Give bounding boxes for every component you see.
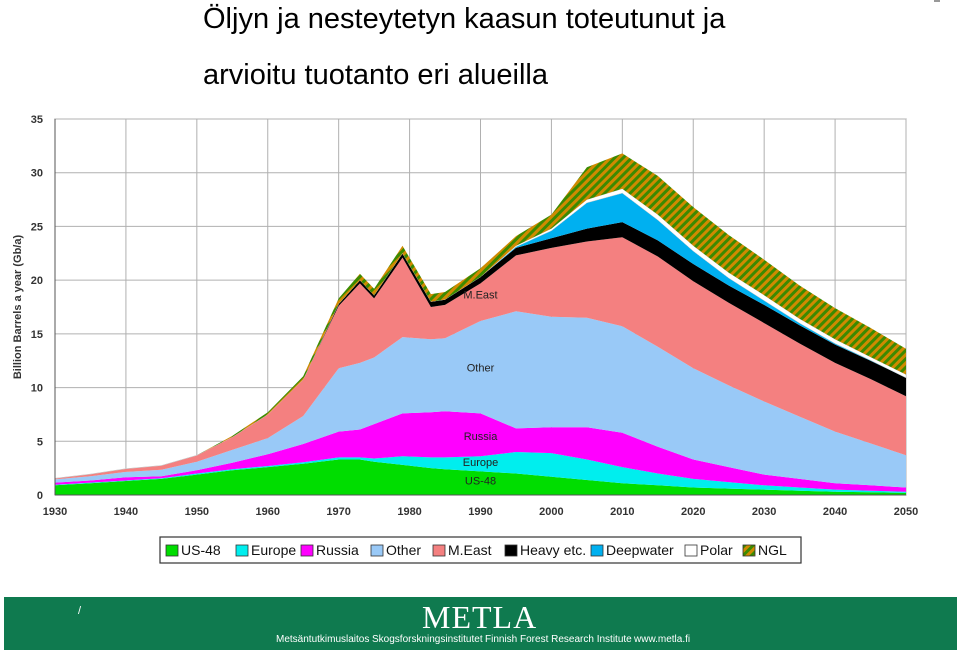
- footer-slash: /: [78, 605, 82, 617]
- x-tick-label: 2000: [539, 506, 563, 518]
- legend-item: Polar: [700, 542, 733, 558]
- legend-swatch: [300, 544, 314, 557]
- y-tick-label: 10: [31, 383, 43, 395]
- x-tick-label: 1970: [326, 506, 350, 518]
- area-m-east: [55, 237, 906, 480]
- legend-item: M.East: [448, 542, 492, 558]
- legend-swatch: [590, 544, 604, 557]
- legend-item: Heavy etc.: [520, 542, 586, 558]
- y-tick-label: 20: [31, 275, 43, 287]
- region-label: Russia: [464, 431, 499, 443]
- y-tick-label: 5: [37, 436, 43, 448]
- metla-logo: METLA: [422, 599, 538, 635]
- area-us-48: [55, 459, 906, 495]
- legend-item: US-48: [181, 542, 221, 558]
- legend-swatch: [504, 544, 518, 557]
- legend-swatch: [165, 544, 179, 557]
- legend-swatch: [370, 544, 384, 557]
- legend-swatch: [235, 544, 249, 557]
- legend-swatch: [432, 544, 446, 557]
- area-other: [55, 311, 906, 488]
- stacked-areas: [54, 153, 907, 495]
- area-europe: [55, 452, 906, 493]
- x-tick-label: 1980: [397, 506, 421, 518]
- x-tick-label: 1950: [185, 506, 209, 518]
- y-tick-label: 30: [31, 168, 43, 180]
- footer-bar: / METLA Metsäntutkimuslaitos Skogsforskn…: [4, 597, 957, 650]
- area-polar: [54, 188, 907, 479]
- legend-swatch: [742, 544, 756, 557]
- legend: US-48 Europe Russia Other M.East Heavy etc. De…: [159, 536, 802, 564]
- legend-swatch: [684, 544, 698, 557]
- region-label: US-48: [465, 475, 496, 487]
- legend-item: NGL: [758, 542, 787, 558]
- footer-org-sv: Skogsforskningsinstitutet: [372, 634, 483, 645]
- y-tick-label: 25: [31, 221, 43, 233]
- y-axis-label: Billion Barrels a year (Gb/a): [12, 235, 24, 380]
- x-tick-label: 2010: [610, 506, 634, 518]
- production-chart: 0 5 10 15 20 25 30 35 1930 1940 1950 1960 1970 1980 19…: [12, 114, 918, 564]
- legend-item: Russia: [316, 542, 359, 558]
- legend-item: Europe: [251, 542, 296, 558]
- legend-item: Deepwater: [606, 542, 674, 558]
- legend-item: Other: [386, 542, 421, 558]
- axes: 0 5 10 15 20 25 30 35 1930 1940 1950 1960 1970 1980 19…: [12, 114, 918, 518]
- y-tick-label: 15: [31, 329, 43, 341]
- slide-title-line-2: arvioitu tuotanto eri alueilla: [203, 59, 548, 91]
- x-tick-label: 2020: [681, 506, 705, 518]
- region-label: M.East: [463, 289, 497, 301]
- region-labels: M.East Other Russia Europe US-48: [463, 289, 498, 487]
- footer-url[interactable]: www.metla.fi: [634, 634, 691, 645]
- x-tick-label: 2040: [823, 506, 847, 518]
- x-tick-label: 1990: [468, 506, 492, 518]
- footer-org-fi: Metsäntutkimuslaitos: [276, 634, 370, 645]
- y-tick-label: 0: [37, 490, 43, 502]
- y-tick-label: 35: [31, 114, 43, 126]
- x-tick-label: 1960: [256, 506, 280, 518]
- region-label: Europe: [463, 457, 498, 469]
- corner-mark: [934, 0, 940, 2]
- x-tick-label: 2050: [894, 506, 918, 518]
- x-tick-label: 1940: [114, 506, 138, 518]
- area-russia: [55, 411, 906, 492]
- x-tick-label: 1930: [43, 506, 67, 518]
- slide-title-line-1: Öljyn ja nesteytetyn kaasun toteutunut j…: [203, 3, 726, 35]
- area-ngl: [55, 153, 906, 479]
- region-label: Other: [467, 362, 495, 374]
- footer-org-en: Finnish Forest Research Institute: [485, 634, 632, 645]
- x-tick-label: 2030: [752, 506, 776, 518]
